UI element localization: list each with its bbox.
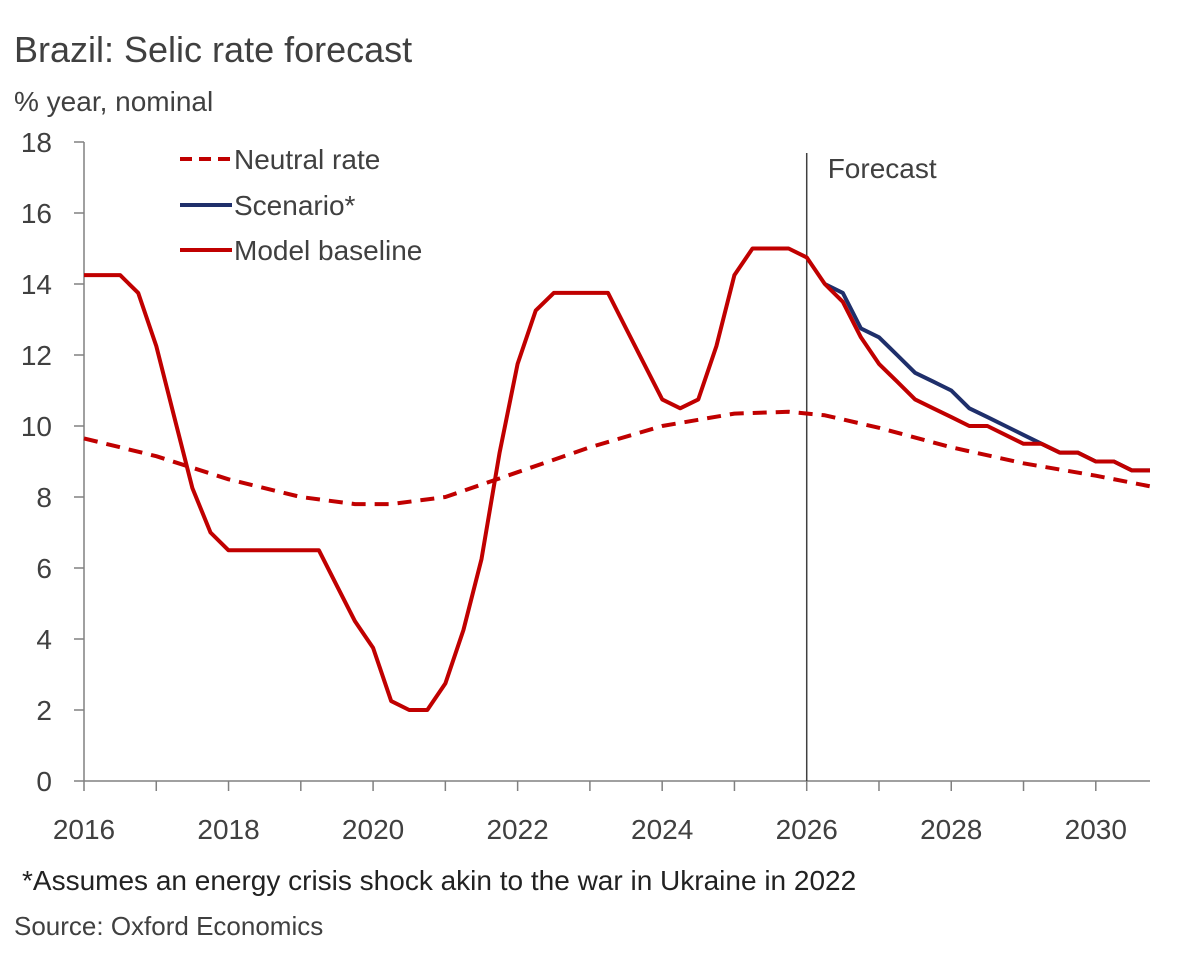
y-tick-label: 12: [21, 340, 52, 371]
x-tick-label: 2022: [486, 814, 548, 845]
series-layer: [83, 246, 1151, 712]
x-tick-label: 2026: [776, 814, 838, 845]
y-tick-label: 4: [36, 624, 52, 655]
series-line-model-baseline: [84, 246, 1150, 712]
legend-label-model-baseline: Model baseline: [234, 235, 422, 266]
source-note: Source: Oxford Economics: [14, 911, 323, 941]
y-tick-label: 14: [21, 269, 52, 300]
y-tick-label: 8: [36, 482, 52, 513]
x-tick-label: 2018: [197, 814, 259, 845]
forecast-label: Forecast: [828, 153, 937, 184]
x-tick-label: 2028: [920, 814, 982, 845]
y-tick-label: 2: [36, 695, 52, 726]
series-line-scenario: [823, 282, 1150, 473]
x-tick-label: 2024: [631, 814, 693, 845]
legend-label-neutral-rate: Neutral rate: [234, 144, 380, 175]
x-tick-label: 2030: [1065, 814, 1127, 845]
x-tick-labels: 2016 2018 2020 2022 2024 2026 2028 2030: [53, 814, 1127, 845]
y-axis-label: % year, nominal: [14, 86, 213, 117]
y-tick-label: 16: [21, 198, 52, 229]
y-tick-label: 0: [36, 766, 52, 797]
chart-title: Brazil: Selic rate forecast: [14, 29, 412, 70]
y-tick-label: 18: [21, 127, 52, 158]
y-tick-labels: 0 2 4 6 8 10 12 14 16 18: [21, 127, 52, 797]
axes: [74, 141, 1150, 791]
series-line-neutral-rate: [83, 409, 1151, 507]
x-tick-label: 2016: [53, 814, 115, 845]
footnote: *Assumes an energy crisis shock akin to …: [22, 865, 856, 896]
y-tick-label: 6: [36, 553, 52, 584]
legend-label-scenario: Scenario*: [234, 190, 356, 221]
x-tick-label: 2020: [342, 814, 404, 845]
y-tick-label: 10: [21, 411, 52, 442]
legend: Neutral rate Scenario* Model baseline: [180, 144, 422, 266]
